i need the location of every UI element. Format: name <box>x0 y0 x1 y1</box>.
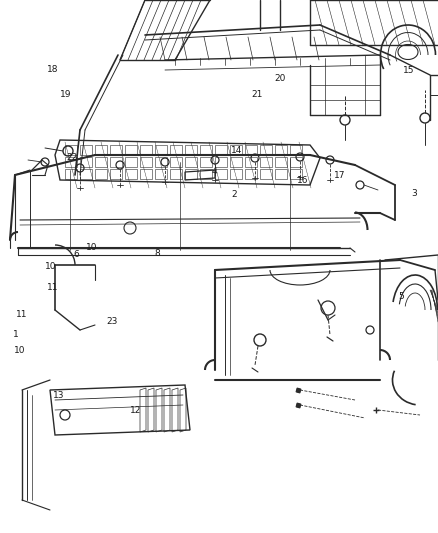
Text: 15: 15 <box>403 66 414 75</box>
Text: 20: 20 <box>275 75 286 83</box>
Text: 22: 22 <box>67 153 78 161</box>
Text: 12: 12 <box>130 406 141 415</box>
Text: 21: 21 <box>252 91 263 99</box>
Text: 8: 8 <box>154 249 160 258</box>
Text: 3: 3 <box>411 189 417 198</box>
Text: 5: 5 <box>398 292 404 301</box>
Text: 16: 16 <box>297 176 308 184</box>
Text: 4: 4 <box>212 167 217 176</box>
Text: 18: 18 <box>47 65 58 74</box>
Text: 11: 11 <box>47 284 58 292</box>
Text: 10: 10 <box>45 262 56 271</box>
Text: 2: 2 <box>232 190 237 199</box>
Text: 1: 1 <box>12 330 18 339</box>
Text: 23: 23 <box>106 318 117 326</box>
Text: 10: 10 <box>86 244 98 252</box>
Text: 19: 19 <box>60 91 71 99</box>
Text: 10: 10 <box>14 346 25 355</box>
Text: 6: 6 <box>74 251 80 259</box>
Text: 11: 11 <box>16 310 28 319</box>
Text: 17: 17 <box>334 172 345 180</box>
Text: 13: 13 <box>53 391 65 400</box>
Text: 14: 14 <box>231 146 242 155</box>
